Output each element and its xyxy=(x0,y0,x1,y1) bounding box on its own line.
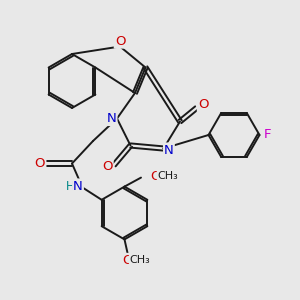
Text: O: O xyxy=(102,160,113,173)
Text: F: F xyxy=(264,128,272,142)
Text: N: N xyxy=(107,112,116,125)
Text: O: O xyxy=(150,169,161,183)
Text: O: O xyxy=(198,98,208,112)
Text: N: N xyxy=(164,143,174,157)
Text: CH₃: CH₃ xyxy=(130,255,151,266)
Text: N: N xyxy=(73,179,83,193)
Text: O: O xyxy=(35,157,45,170)
Text: CH₃: CH₃ xyxy=(158,171,178,181)
Text: H: H xyxy=(65,179,74,193)
Text: O: O xyxy=(122,254,133,267)
Text: O: O xyxy=(115,34,125,48)
